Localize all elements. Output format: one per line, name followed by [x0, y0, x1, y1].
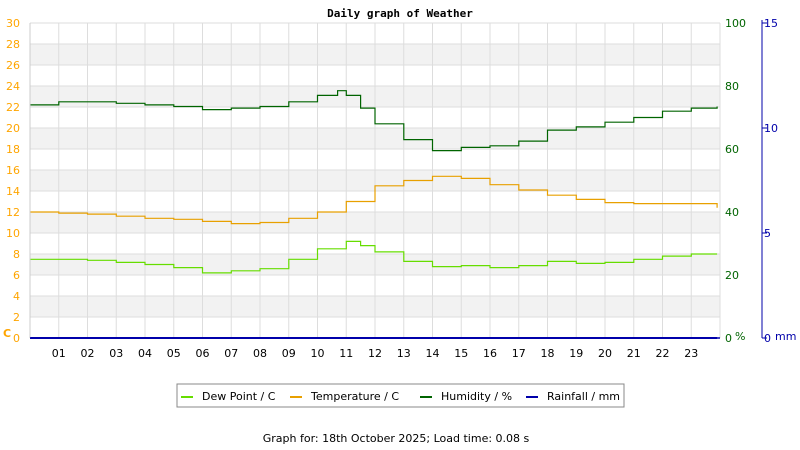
x-tick-label: 05	[167, 347, 181, 360]
y-tick-label-humidity: 100	[725, 17, 746, 30]
y-tick-label-left: 22	[6, 101, 20, 114]
x-tick-label: 04	[138, 347, 152, 360]
x-tick-label: 22	[656, 347, 670, 360]
legend-label-humidity: Humidity / %	[441, 390, 512, 403]
y-tick-label-left: 4	[13, 290, 20, 303]
horizontal-gridlines	[30, 22, 720, 339]
x-tick-label: 02	[81, 347, 95, 360]
y-tick-label-left: 30	[6, 17, 20, 30]
x-tick-label: 23	[684, 347, 698, 360]
legend-label-temperature: Temperature / C	[310, 390, 399, 403]
y-tick-label-left: 12	[6, 206, 20, 219]
unit-label-celsius: C	[3, 327, 11, 340]
x-tick-label: 01	[52, 347, 66, 360]
y-tick-label-humidity: 0	[725, 332, 732, 345]
series-line-humidity	[30, 90, 718, 152]
x-tick-label: 18	[541, 347, 555, 360]
axes	[29, 20, 767, 339]
y-tick-label-left: 16	[6, 164, 20, 177]
y-tick-label-left: 28	[6, 38, 20, 51]
x-tick-label: 11	[339, 347, 353, 360]
x-tick-label: 03	[109, 347, 123, 360]
x-tick-label: 10	[311, 347, 325, 360]
x-tick-label: 13	[397, 347, 411, 360]
footer-text: Graph for: 18th October 2025; Load time:…	[263, 432, 530, 445]
y-tick-label-left: 6	[13, 269, 20, 282]
x-tick-label: 07	[224, 347, 238, 360]
vertical-gridlines	[58, 23, 692, 338]
y-tick-label-left: 14	[6, 185, 20, 198]
x-tick-label: 08	[253, 347, 267, 360]
x-tick-label: 16	[483, 347, 497, 360]
x-tick-label: 06	[196, 347, 210, 360]
y-tick-label-rain: 0	[764, 332, 771, 345]
legend-label-rainfall: Rainfall / mm	[547, 390, 620, 403]
y-tick-label-left: 8	[13, 248, 20, 261]
unit-label-mm: mm	[775, 330, 796, 343]
y-tick-label-left: 10	[6, 227, 20, 240]
legend: Dew Point / C Temperature / C Humidity / %…	[176, 383, 625, 408]
x-tick-label: 17	[512, 347, 526, 360]
y-tick-label-humidity: 20	[725, 269, 739, 282]
y-tick-label-rain: 10	[764, 122, 778, 135]
series-line-temperature	[30, 175, 718, 225]
y-tick-label-left: 20	[6, 122, 20, 135]
series-line-dew	[30, 240, 718, 274]
y-tick-label-left: 0	[13, 332, 20, 345]
x-tick-label: 09	[282, 347, 296, 360]
y-tick-label-humidity: 60	[725, 143, 739, 156]
y-tick-label-left: 26	[6, 59, 20, 72]
y-tick-label-left: 18	[6, 143, 20, 156]
y-tick-label-left: 2	[13, 311, 20, 324]
unit-label-percent: %	[735, 330, 745, 343]
y-tick-label-left: 24	[6, 80, 20, 93]
x-tick-label: 19	[569, 347, 583, 360]
chart-title: Daily graph of Weather	[327, 7, 473, 20]
legend-label-dew: Dew Point / C	[202, 390, 276, 403]
x-tick-label: 15	[454, 347, 468, 360]
x-tick-label: 12	[368, 347, 382, 360]
y-tick-label-humidity: 40	[725, 206, 739, 219]
x-tick-label: 14	[426, 347, 440, 360]
y-tick-label-rain: 15	[764, 17, 778, 30]
y-tick-label-humidity: 80	[725, 80, 739, 93]
x-tick-label: 21	[627, 347, 641, 360]
legend-box	[176, 383, 625, 408]
y-tick-label-rain: 5	[764, 227, 771, 240]
x-tick-label: 20	[598, 347, 612, 360]
